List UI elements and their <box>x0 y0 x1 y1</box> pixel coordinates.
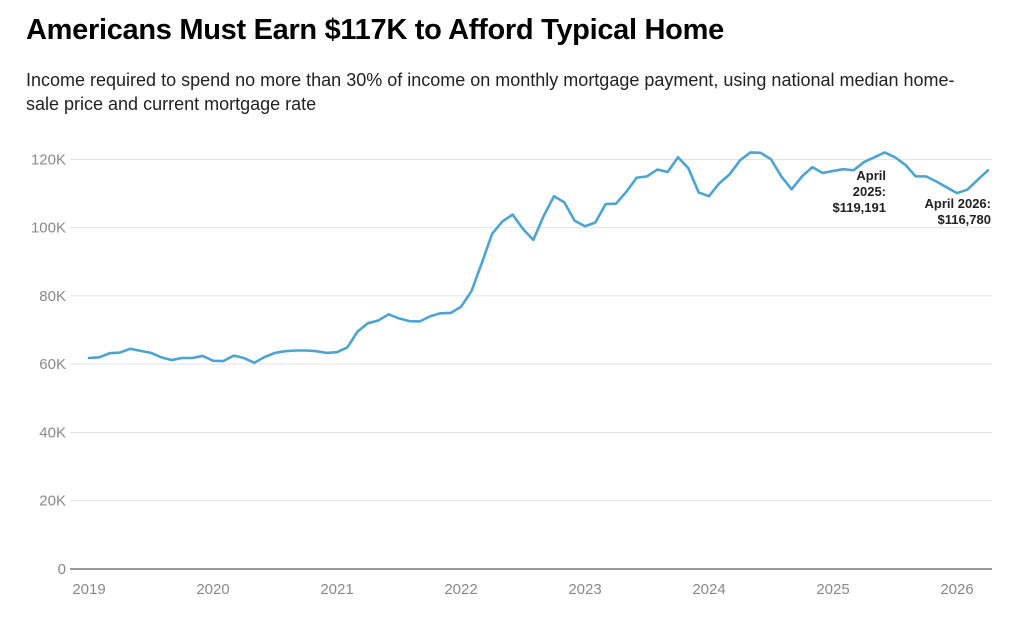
x-tick-label: 2020 <box>196 581 229 598</box>
annotation-line: April 2026: <box>925 196 991 211</box>
x-tick-label: 2023 <box>568 581 601 598</box>
x-tick-label: 2025 <box>816 581 849 598</box>
annotation-line: 2025: <box>853 184 886 199</box>
annotation-line: $116,780 <box>937 212 991 227</box>
annotation-line: $119,191 <box>832 200 886 215</box>
x-axis: 2019 2020 2021 2022 2023 2024 2025 2026 <box>72 581 973 598</box>
x-tick-label: 2026 <box>940 581 973 598</box>
y-axis: 0 20K 40K 60K 80K 100K 120K <box>31 151 66 578</box>
y-tick-label: 60K <box>39 356 66 373</box>
series-line <box>87 151 990 365</box>
x-tick-label: 2021 <box>320 581 353 598</box>
y-tick-label: 80K <box>39 288 66 305</box>
y-tick-label: 20K <box>39 493 66 510</box>
x-tick-label: 2019 <box>72 581 105 598</box>
chart-title: Americans Must Earn $117K to Afford Typi… <box>26 14 724 46</box>
y-tick-label: 120K <box>31 151 66 168</box>
y-tick-label: 100K <box>31 220 66 237</box>
y-tick-label: 0 <box>58 561 66 578</box>
annotation-line: April <box>856 168 886 183</box>
grid <box>70 158 992 502</box>
series-layer <box>87 151 990 365</box>
x-tick-label: 2022 <box>444 581 477 598</box>
x-tick-label: 2024 <box>692 581 725 598</box>
y-tick-label: 40K <box>39 424 66 441</box>
annotation: April 2026:$116,780 <box>925 196 991 227</box>
chart-subtitle: Income required to spend no more than 30… <box>26 70 955 114</box>
